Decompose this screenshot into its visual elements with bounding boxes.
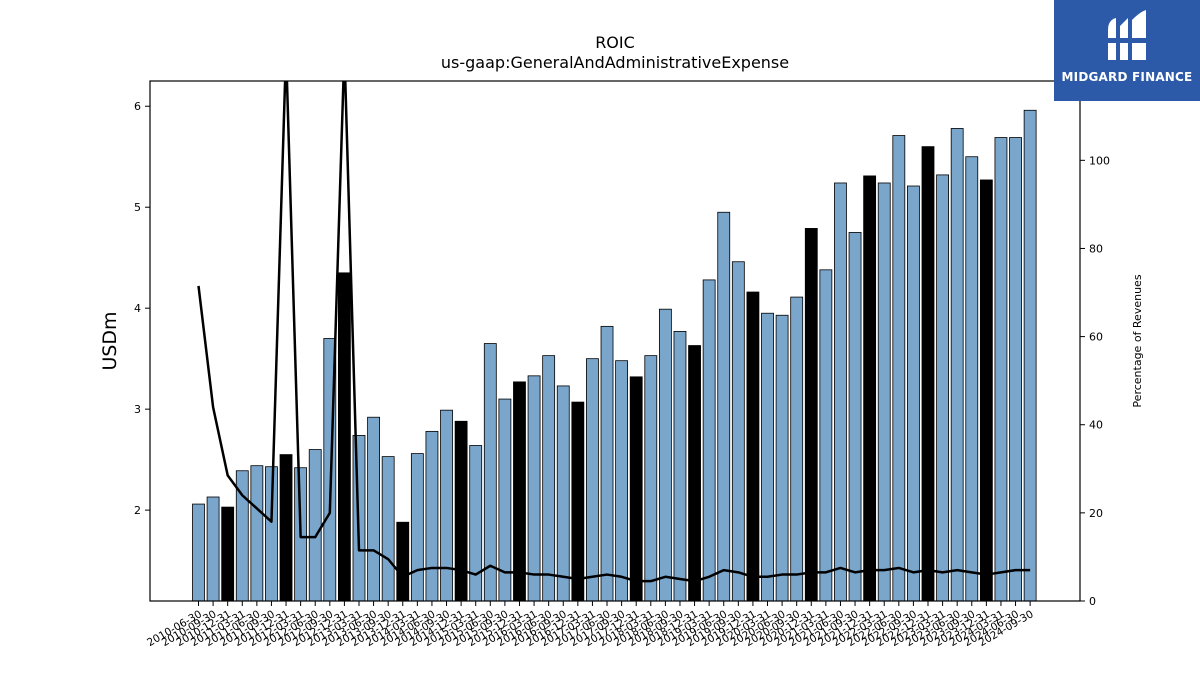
y-tick-label: 2	[134, 504, 141, 517]
bar-2014-06-30	[425, 430, 439, 602]
bar-2015-06-30	[483, 343, 497, 602]
bar-2018-06-30	[658, 308, 672, 602]
bar-2014-09-30	[440, 409, 453, 602]
bar-2022-06-30	[892, 135, 906, 602]
bar-2019-12-31	[746, 291, 760, 602]
bar-2019-09-30	[731, 261, 745, 602]
brand-logo: MIDGARD FINANCE	[1054, 0, 1200, 101]
bar-2020-09-30	[790, 296, 804, 602]
bar-2020-12-31	[804, 228, 818, 602]
bar-2019-03-31	[702, 279, 716, 602]
bar-2017-09-30	[615, 360, 629, 602]
x-axis: 2010-06-302010-09-302010-12-312011-03-31…	[145, 601, 1036, 649]
bar-2016-12-31	[571, 401, 585, 602]
bar-2014-12-31	[454, 420, 468, 602]
bar-2016-06-30	[542, 355, 556, 602]
bar-2022-09-30	[907, 185, 920, 602]
bar-2020-06-30	[775, 314, 789, 602]
bar-2023-12-31	[979, 179, 993, 602]
bar-2024-09-30	[1023, 109, 1037, 602]
y-tick-label: 3	[134, 403, 141, 416]
bar-2024-03-31	[994, 137, 1008, 602]
brand-name: MIDGARD FINANCE	[1061, 70, 1193, 84]
bar-2018-12-31	[688, 345, 701, 602]
bar-2023-03-31	[936, 174, 949, 602]
y-tick-label: 6	[134, 100, 141, 113]
bar-2015-12-31	[513, 381, 526, 602]
bar-2011-06-30	[250, 465, 264, 602]
bar-2021-09-30	[848, 232, 862, 602]
y2-tick-label: 0	[1089, 595, 1096, 608]
bar-2022-12-31	[921, 146, 935, 602]
bar-2021-12-31	[863, 175, 877, 602]
y2-tick-label: 100	[1089, 154, 1110, 167]
bar-2016-09-30	[556, 385, 570, 602]
chart-title: ROIC	[595, 33, 635, 52]
bar-2013-06-30	[367, 416, 380, 602]
midgard-logo-icon	[1106, 10, 1148, 60]
plot-frame	[149, 80, 1081, 602]
pct-revenues-series	[197, 81, 1031, 583]
bar-2024-06-30	[1009, 137, 1022, 602]
bar-2017-06-30	[600, 325, 614, 602]
bar-2017-03-31	[586, 358, 599, 602]
bar-2013-12-31	[396, 521, 410, 602]
y2-tick-label: 40	[1089, 419, 1103, 432]
bar-2014-03-31	[410, 453, 424, 602]
y2-tick-label: 60	[1089, 331, 1103, 344]
bar-2011-12-31	[279, 454, 293, 602]
y-axis-left: 2 3 4 5 6	[134, 100, 150, 517]
bar-2021-06-30	[834, 182, 847, 602]
bar-2023-06-30	[950, 128, 964, 602]
y2-tick-label: 80	[1089, 242, 1103, 255]
bar-2017-12-31	[629, 376, 643, 602]
bar-2021-03-31	[819, 269, 833, 602]
bar-2010-09-30	[206, 496, 220, 602]
pct-revenues-line	[197, 81, 1031, 583]
y-axis-label: USDm	[99, 311, 121, 370]
y2-tick-label: 20	[1089, 507, 1103, 520]
bar-2018-09-30	[673, 331, 687, 602]
bar-2013-09-30	[381, 456, 395, 602]
bar-2010-12-31	[221, 506, 235, 602]
bar-2023-09-30	[965, 156, 979, 602]
bar-2015-03-31	[469, 445, 483, 602]
y2-axis-label: Percentage of Revenues	[1131, 274, 1144, 407]
chart-subtitle: us-gaap:GeneralAndAdministrativeExpense	[441, 53, 789, 72]
bar-2016-03-31	[527, 375, 541, 602]
y-tick-label: 4	[134, 302, 141, 315]
bar-2020-03-31	[761, 312, 774, 602]
bar-2010-06-30	[192, 503, 205, 602]
bar-series	[192, 109, 1037, 602]
bar-2012-06-30	[308, 449, 322, 602]
y-axis-right: 0 20 40 60 80 100	[1080, 154, 1110, 608]
y-tick-label: 5	[134, 201, 141, 214]
bar-2019-06-30	[717, 211, 731, 602]
bar-2022-03-31	[877, 182, 891, 602]
bar-2012-12-31	[337, 272, 351, 602]
bar-2018-03-31	[644, 355, 658, 602]
